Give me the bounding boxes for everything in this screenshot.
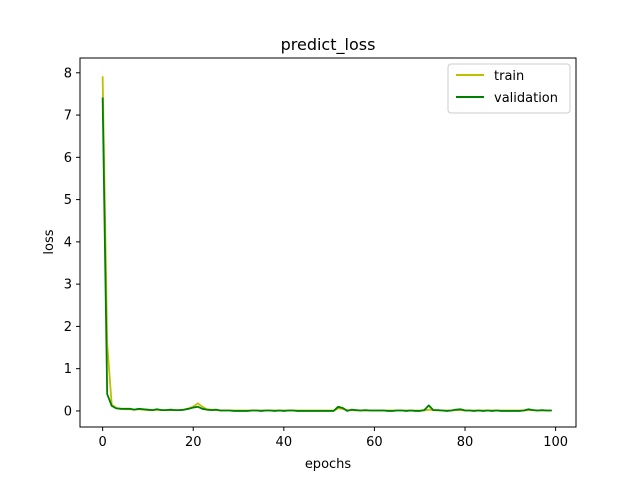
legend: train validation: [447, 63, 571, 114]
plot-area: [80, 58, 576, 427]
y-tick-label: 1: [64, 362, 72, 377]
legend-label-train: train: [494, 69, 524, 84]
axes-border: [79, 57, 577, 428]
y-tick-label: 2: [64, 320, 72, 335]
y-axis-label: loss: [42, 229, 57, 254]
x-tick-label: 0: [99, 435, 107, 450]
x-axis-ticks: 0 20 40 60 80 100: [99, 427, 568, 450]
x-tick-label: 40: [276, 435, 293, 450]
y-tick-label: 6: [64, 151, 72, 166]
y-tick-label: 4: [64, 235, 72, 250]
x-tick-label: 100: [543, 435, 568, 450]
axes-frame: [79, 57, 577, 428]
y-tick-label: 5: [64, 193, 72, 208]
y-tick-label: 8: [64, 66, 72, 81]
legend-label-validation: validation: [494, 91, 558, 106]
x-axis-label: epochs: [305, 457, 352, 472]
x-tick-label: 80: [457, 435, 474, 450]
y-tick-label: 0: [64, 404, 72, 419]
y-tick-label: 3: [64, 278, 72, 293]
series-layer: [101, 76, 552, 412]
x-tick-label: 20: [185, 435, 202, 450]
chart-title: predict_loss: [281, 35, 376, 55]
legend-box: [447, 63, 571, 114]
y-axis-ticks: 0 1 2 3 4 5 6 7 8: [64, 66, 80, 419]
plot-frame: [80, 58, 576, 427]
series-line-validation: [101, 97, 552, 412]
y-tick-label: 7: [64, 109, 72, 124]
x-tick-label: 60: [366, 435, 383, 450]
